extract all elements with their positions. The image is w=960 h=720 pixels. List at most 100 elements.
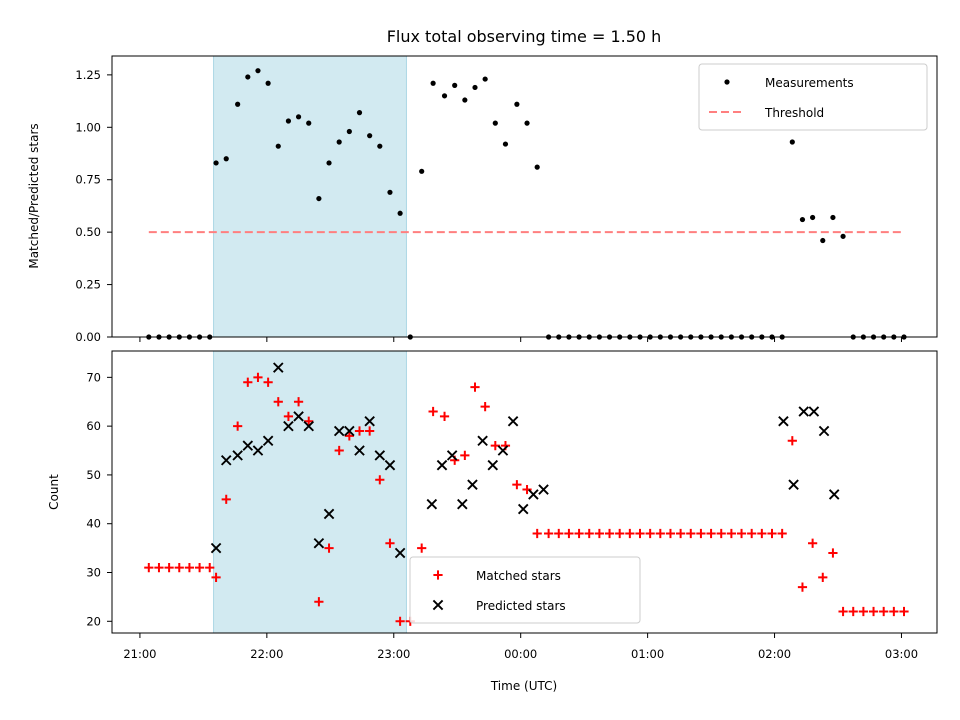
data-point xyxy=(441,93,448,99)
data-point xyxy=(384,459,396,471)
data-point xyxy=(879,606,889,617)
data-point xyxy=(265,80,271,86)
legend-label: Threshold xyxy=(764,106,824,120)
data-point xyxy=(295,114,302,120)
data-point xyxy=(477,435,488,447)
data-point xyxy=(243,377,253,387)
y-tick-label: 20 xyxy=(86,614,101,628)
x-axis-label: Time (UTC) xyxy=(490,679,557,693)
data-point xyxy=(213,160,219,166)
data-point xyxy=(283,411,294,421)
data-point xyxy=(174,563,184,573)
data-point xyxy=(528,489,539,500)
data-point xyxy=(326,160,332,166)
data-point xyxy=(272,362,284,373)
data-point xyxy=(789,139,795,145)
data-point xyxy=(263,377,273,387)
data-point xyxy=(223,156,229,162)
y-tick-label: 0.25 xyxy=(75,278,101,292)
data-point xyxy=(777,528,787,539)
data-point xyxy=(452,82,458,88)
data-point xyxy=(283,420,294,432)
data-point xyxy=(625,528,635,539)
data-point xyxy=(747,528,757,539)
data-point xyxy=(482,76,488,82)
data-point xyxy=(344,425,355,437)
data-point xyxy=(205,563,215,573)
data-point xyxy=(293,397,304,407)
data-point xyxy=(303,420,315,432)
data-point xyxy=(522,484,532,495)
data-point xyxy=(534,164,540,170)
y-tick-label: 40 xyxy=(86,517,101,531)
data-point xyxy=(395,616,405,626)
x-tick-label: 03:00 xyxy=(885,647,918,661)
data-point xyxy=(490,441,500,451)
data-point xyxy=(394,547,406,559)
data-point xyxy=(252,445,264,456)
data-point xyxy=(544,528,554,539)
data-point xyxy=(868,606,879,617)
y-tick-label: 30 xyxy=(86,566,101,580)
data-point xyxy=(594,528,604,539)
data-point xyxy=(574,528,584,539)
data-point xyxy=(716,528,726,539)
data-point xyxy=(554,528,564,539)
data-point xyxy=(858,606,868,617)
x-tick-label: 01:00 xyxy=(631,647,664,661)
data-point xyxy=(457,498,468,510)
data-point xyxy=(323,508,335,520)
data-point xyxy=(365,426,375,436)
data-point xyxy=(615,528,625,539)
bottom-y-axis-label: Count xyxy=(47,474,61,510)
data-point xyxy=(848,606,858,617)
data-point xyxy=(367,133,373,139)
data-point xyxy=(306,120,312,126)
data-point xyxy=(275,143,281,149)
data-point xyxy=(524,120,530,126)
y-tick-label: 0.00 xyxy=(75,330,101,344)
data-point xyxy=(798,406,810,417)
data-point xyxy=(635,528,645,539)
data-point xyxy=(532,528,542,539)
data-point xyxy=(787,436,797,446)
data-point xyxy=(428,406,438,417)
data-point xyxy=(706,528,716,539)
x-tick-label: 02:00 xyxy=(758,647,791,661)
legend-box xyxy=(698,63,928,131)
data-point xyxy=(665,528,676,539)
data-point xyxy=(324,543,334,553)
data-point xyxy=(364,415,375,427)
y-tick-label: 70 xyxy=(86,370,101,384)
data-point xyxy=(799,216,806,223)
data-point xyxy=(808,538,818,548)
y-tick-label: 60 xyxy=(86,419,101,433)
axes-frame xyxy=(111,350,938,634)
legend: Measurements Threshold xyxy=(698,63,928,131)
x-tick-label: 21:00 xyxy=(123,647,156,661)
data-point xyxy=(314,597,324,607)
data-point xyxy=(507,415,519,427)
data-point xyxy=(788,479,799,490)
y-tick-label: 1.00 xyxy=(75,120,101,134)
series-predicted-stars xyxy=(210,362,840,559)
y-tick-label: 1.25 xyxy=(75,68,101,82)
data-point xyxy=(696,528,706,539)
x-tick-label: 23:00 xyxy=(377,647,410,661)
data-point xyxy=(487,459,499,471)
series-measurements xyxy=(146,68,907,340)
data-point xyxy=(144,563,154,573)
data-point xyxy=(304,416,314,426)
legend-marker xyxy=(432,599,444,611)
data-point xyxy=(436,459,448,471)
data-point xyxy=(492,120,498,126)
data-point xyxy=(497,445,509,456)
data-point xyxy=(221,494,231,504)
data-point xyxy=(810,214,816,221)
data-point xyxy=(818,425,830,437)
data-point xyxy=(676,528,686,539)
data-point xyxy=(385,538,395,548)
data-point xyxy=(439,411,450,421)
data-point xyxy=(462,97,468,103)
